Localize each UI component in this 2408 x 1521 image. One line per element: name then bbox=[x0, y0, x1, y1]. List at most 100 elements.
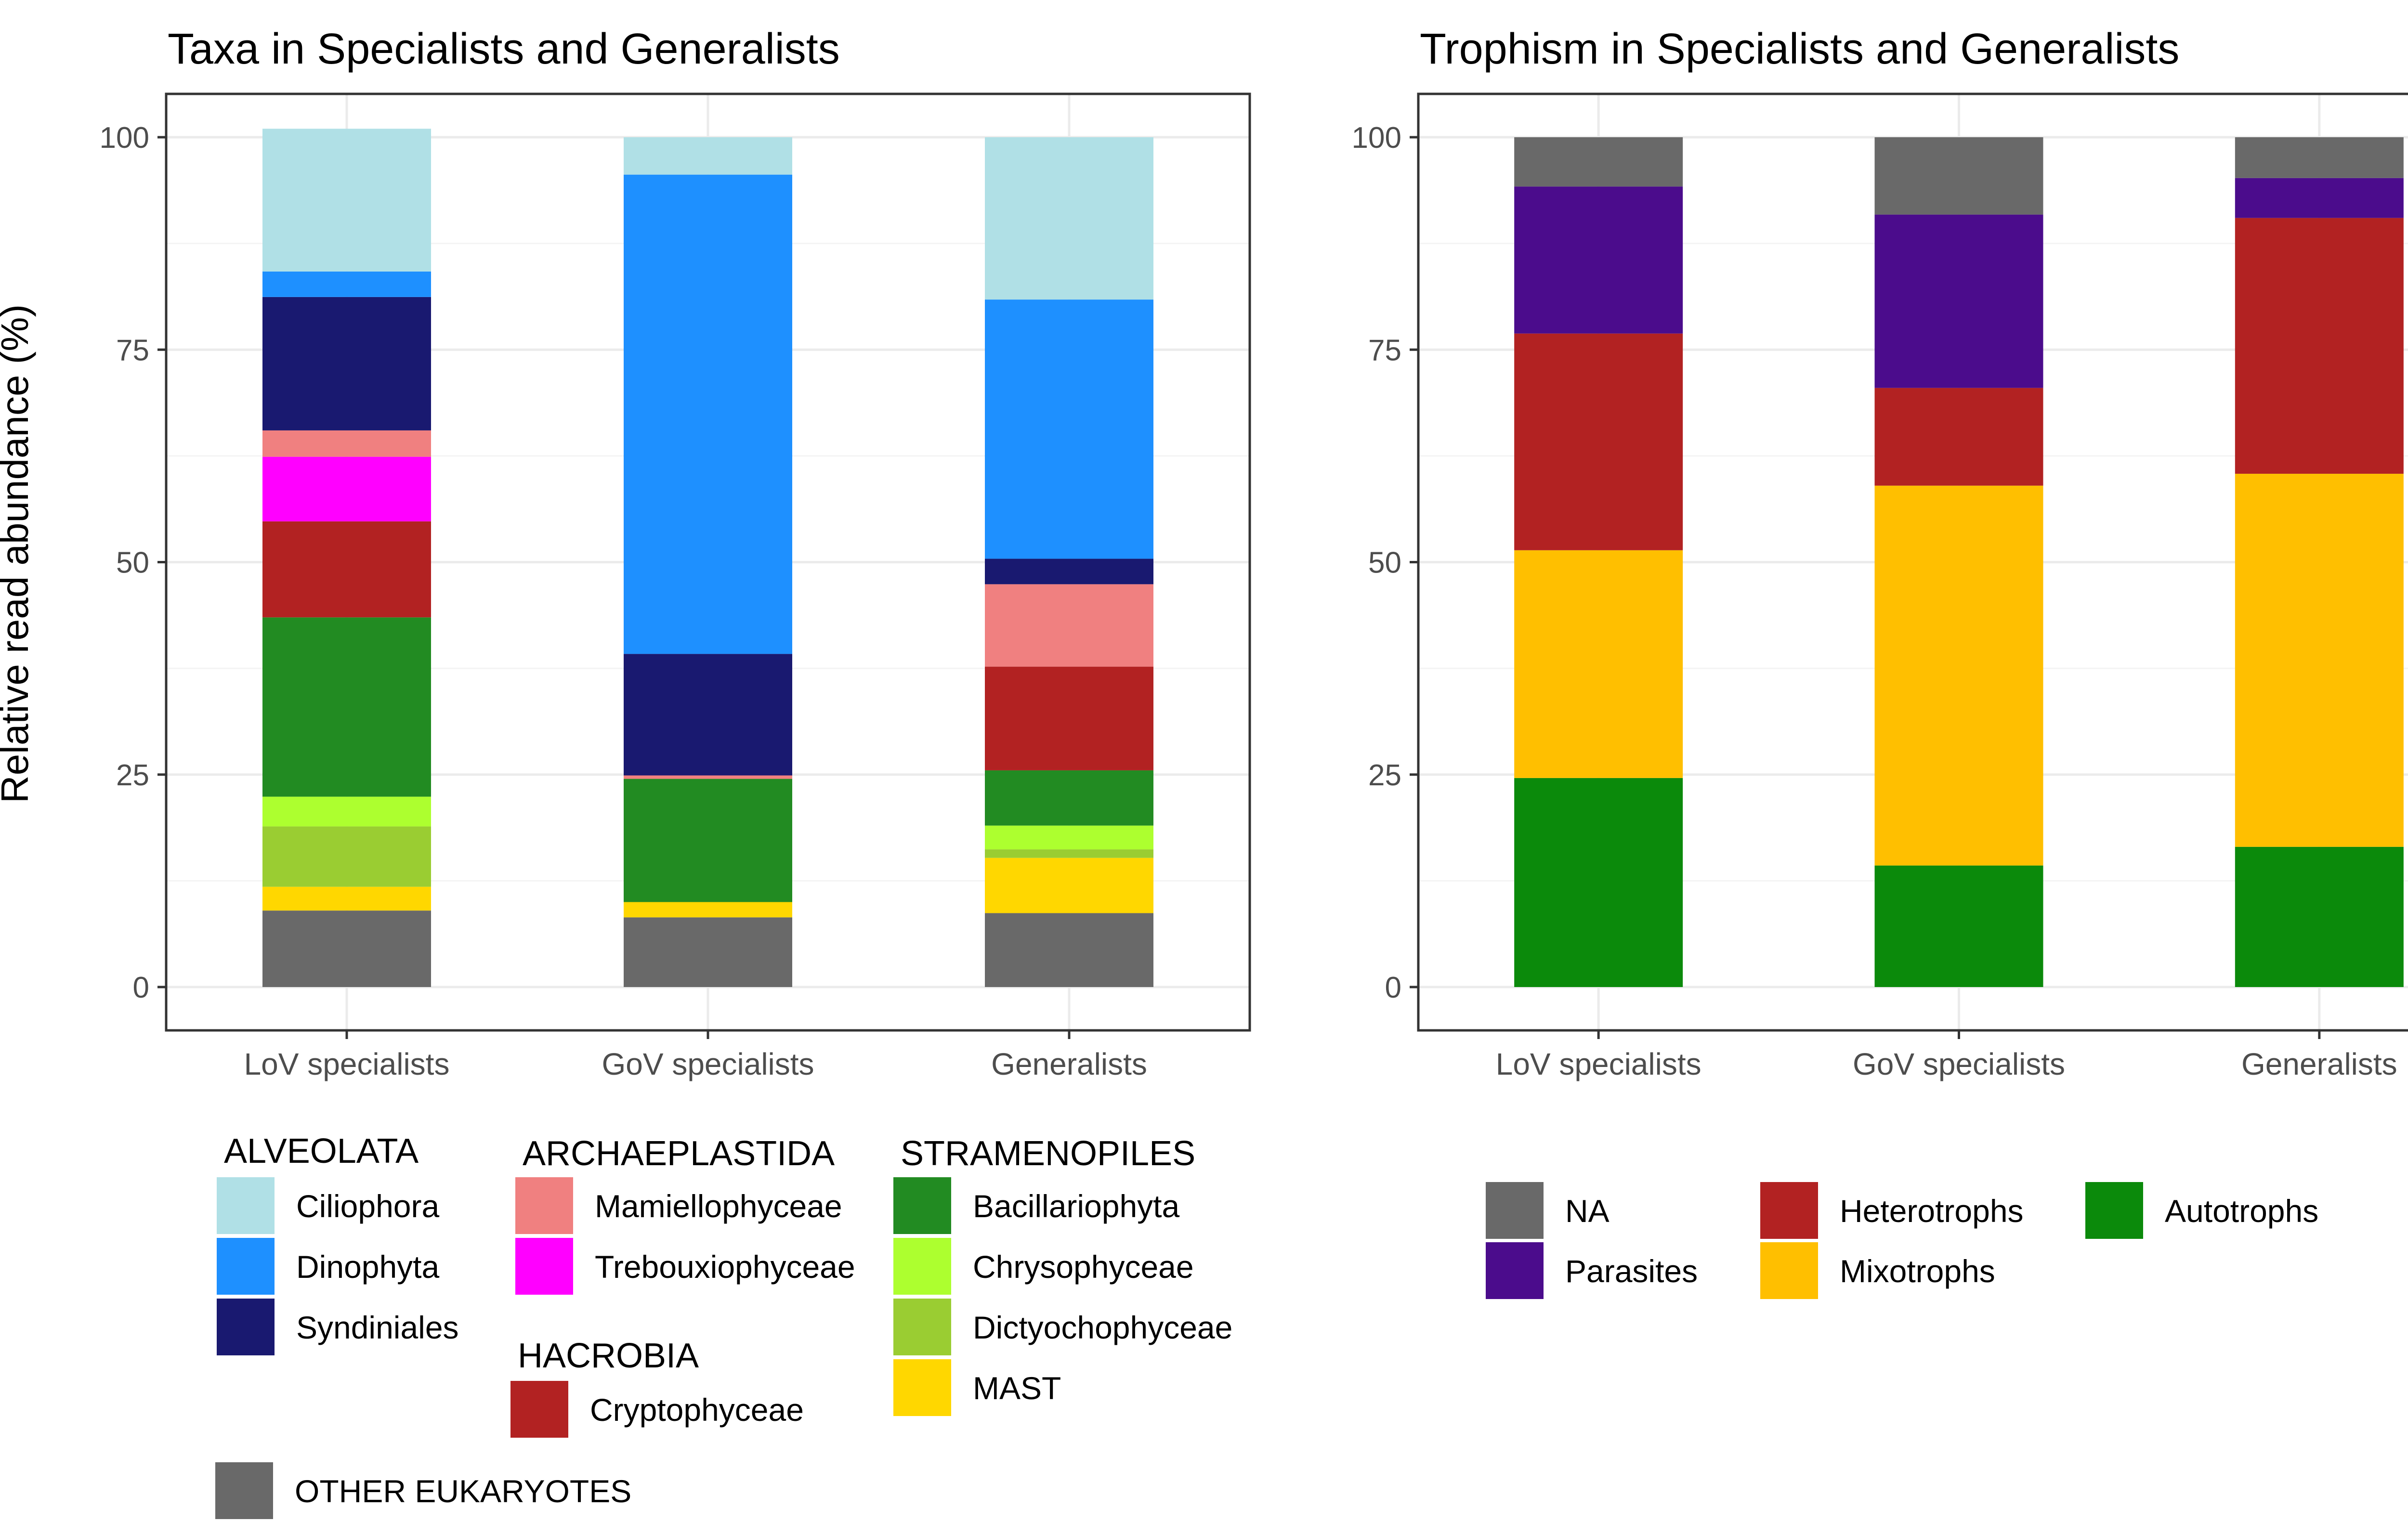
y-tick-label: 100 bbox=[1352, 121, 1401, 155]
legend-label: Trebouxiophyceae bbox=[595, 1249, 855, 1285]
bar-segment-dictyochophyceae bbox=[262, 826, 431, 887]
legend-key bbox=[893, 1238, 951, 1295]
x-tick-label: Generalists bbox=[2241, 1047, 2397, 1081]
bar-segment-other-eukaryotes bbox=[624, 917, 792, 987]
bar-segment-bacillariophyta bbox=[624, 779, 792, 902]
bar-segment-autotrophs bbox=[1874, 865, 2043, 987]
legend-key bbox=[1486, 1182, 1544, 1239]
taxa-plot: 0 25 50 75 100 LoV specialists GoV specialists… bbox=[100, 92, 1251, 1081]
legend-label: Ciliophora bbox=[296, 1188, 439, 1224]
bar-segment-dinophyta bbox=[624, 174, 792, 654]
bar-segment-dictyochophyceae bbox=[985, 849, 1153, 858]
bar-segment-mixotrophs bbox=[2235, 473, 2404, 847]
bar-segment-ciliophora bbox=[262, 129, 431, 272]
bar-segment-mast bbox=[624, 902, 792, 918]
legend-label: Dictyochophyceae bbox=[973, 1310, 1232, 1345]
y-tick-label: 0 bbox=[133, 971, 149, 1004]
legend-label: Chrysophyceae bbox=[973, 1249, 1194, 1285]
bar-segment-mamiellophyceae bbox=[262, 430, 431, 457]
legend-key bbox=[217, 1238, 275, 1295]
legend-label: Mamiellophyceae bbox=[595, 1188, 842, 1224]
taxa-chart: Taxa in Specialists and Generalists 0 25 5… bbox=[100, 25, 1251, 1519]
y-tick-label: 50 bbox=[1368, 546, 1401, 580]
legend-key bbox=[1486, 1242, 1544, 1299]
bar-segment-trebouxiophyceae bbox=[262, 456, 431, 521]
bar-segment-cryptophyceae bbox=[262, 521, 431, 618]
bar-segment-mamiellophyceae bbox=[985, 584, 1153, 667]
legend-key bbox=[215, 1462, 273, 1519]
bar-segment-heterotrophs bbox=[1874, 388, 2043, 486]
y-tick-label: 25 bbox=[116, 759, 149, 792]
bar-segment-chrysophyceae bbox=[262, 796, 431, 827]
legend-key bbox=[893, 1359, 951, 1416]
legend-label: Dinophyta bbox=[296, 1249, 439, 1285]
x-tick-label: GoV specialists bbox=[602, 1047, 814, 1081]
legend-label: OTHER EUKARYOTES bbox=[295, 1473, 631, 1509]
bar-segment-ciliophora bbox=[624, 137, 792, 175]
trophism-plot: 0 25 50 75 100 LoV specialists GoV specialists… bbox=[1352, 92, 2408, 1081]
bar-segment-heterotrophs bbox=[2235, 218, 2404, 474]
y-tick-label: 0 bbox=[1385, 971, 1401, 1004]
legend-key bbox=[217, 1299, 275, 1355]
bar-segment-other-eukaryotes bbox=[262, 910, 431, 987]
legend-key bbox=[1760, 1182, 1818, 1239]
bar-segment-parasites bbox=[1874, 214, 2043, 388]
y-tick-label: 100 bbox=[100, 121, 149, 155]
trophism-chart: Trophism in Specialists and Generalists … bbox=[1352, 25, 2408, 1299]
legend-label: Heterotrophs bbox=[1840, 1193, 2024, 1229]
y-tick-label: 75 bbox=[1368, 334, 1401, 367]
bar-segment-dinophyta bbox=[262, 271, 431, 297]
trophism-legend: NA Parasites Heterotrophs Mixotrophs Autotro… bbox=[1486, 1182, 2318, 1299]
x-tick-label: LoV specialists bbox=[1496, 1047, 1701, 1081]
bar-segment-parasites bbox=[1514, 186, 1683, 334]
legend-key bbox=[510, 1381, 568, 1438]
y-tick-label: 75 bbox=[116, 334, 149, 367]
x-tick-label: LoV specialists bbox=[244, 1047, 450, 1081]
bar-segment-mixotrophs bbox=[1514, 550, 1683, 778]
legend-key bbox=[515, 1238, 573, 1295]
bar-segment-ciliophora bbox=[985, 137, 1153, 300]
bar-segment-mixotrophs bbox=[1874, 485, 2043, 866]
bar-segment-na bbox=[1514, 137, 1683, 187]
chart-title: Taxa in Specialists and Generalists bbox=[168, 25, 840, 73]
bar-segment-na bbox=[2235, 137, 2404, 178]
bar-segment-syndiniales bbox=[624, 654, 792, 776]
y-tick-label: 50 bbox=[116, 546, 149, 580]
x-tick-label: Generalists bbox=[991, 1047, 1147, 1081]
bar-segment-bacillariophyta bbox=[262, 617, 431, 797]
taxa-legend: ALVEOLATA Ciliophora Dinophyta Syndiniales A… bbox=[215, 1132, 1232, 1519]
legend-label: Autotrophs bbox=[2165, 1193, 2318, 1229]
legend-group-title: STRAMENOPILES bbox=[901, 1134, 1195, 1173]
bar-segment-syndiniales bbox=[262, 297, 431, 430]
chart-title: Trophism in Specialists and Generalists bbox=[1420, 25, 2179, 73]
legend-label: Parasites bbox=[1565, 1253, 1698, 1289]
bar-segment-na bbox=[1874, 137, 2043, 215]
legend-group-title: ALVEOLATA bbox=[224, 1132, 419, 1170]
bar-segment-bacillariophyta bbox=[985, 770, 1153, 826]
bar-segment-mast bbox=[985, 858, 1153, 913]
legend-label: Syndiniales bbox=[296, 1310, 459, 1345]
legend-label: Bacillariophyta bbox=[973, 1188, 1180, 1224]
legend-key bbox=[893, 1177, 951, 1234]
bar-segment-autotrophs bbox=[1514, 778, 1683, 987]
bar-segment-autotrophs bbox=[2235, 846, 2404, 987]
legend-group-title: HACROBIA bbox=[518, 1337, 699, 1375]
legend-label: Cryptophyceae bbox=[590, 1392, 804, 1428]
bar-segment-chrysophyceae bbox=[985, 825, 1153, 850]
legend-key bbox=[1760, 1242, 1818, 1299]
legend-key bbox=[515, 1177, 573, 1234]
legend-key bbox=[2085, 1182, 2143, 1239]
legend-label: MAST bbox=[973, 1370, 1061, 1406]
legend-key bbox=[217, 1177, 275, 1234]
legend-group-title: ARCHAEPLASTIDA bbox=[523, 1134, 835, 1173]
bar-segment-other-eukaryotes bbox=[985, 913, 1153, 987]
x-tick-label: GoV specialists bbox=[1853, 1047, 2065, 1081]
bar-segment-mamiellophyceae bbox=[624, 775, 792, 779]
y-tick-label: 25 bbox=[1368, 759, 1401, 792]
bar-segment-mast bbox=[262, 886, 431, 911]
bar-segment-cryptophyceae bbox=[985, 666, 1153, 770]
bar-segment-heterotrophs bbox=[1514, 333, 1683, 550]
legend-label: Mixotrophs bbox=[1840, 1253, 1995, 1289]
legend-label: NA bbox=[1565, 1193, 1610, 1229]
